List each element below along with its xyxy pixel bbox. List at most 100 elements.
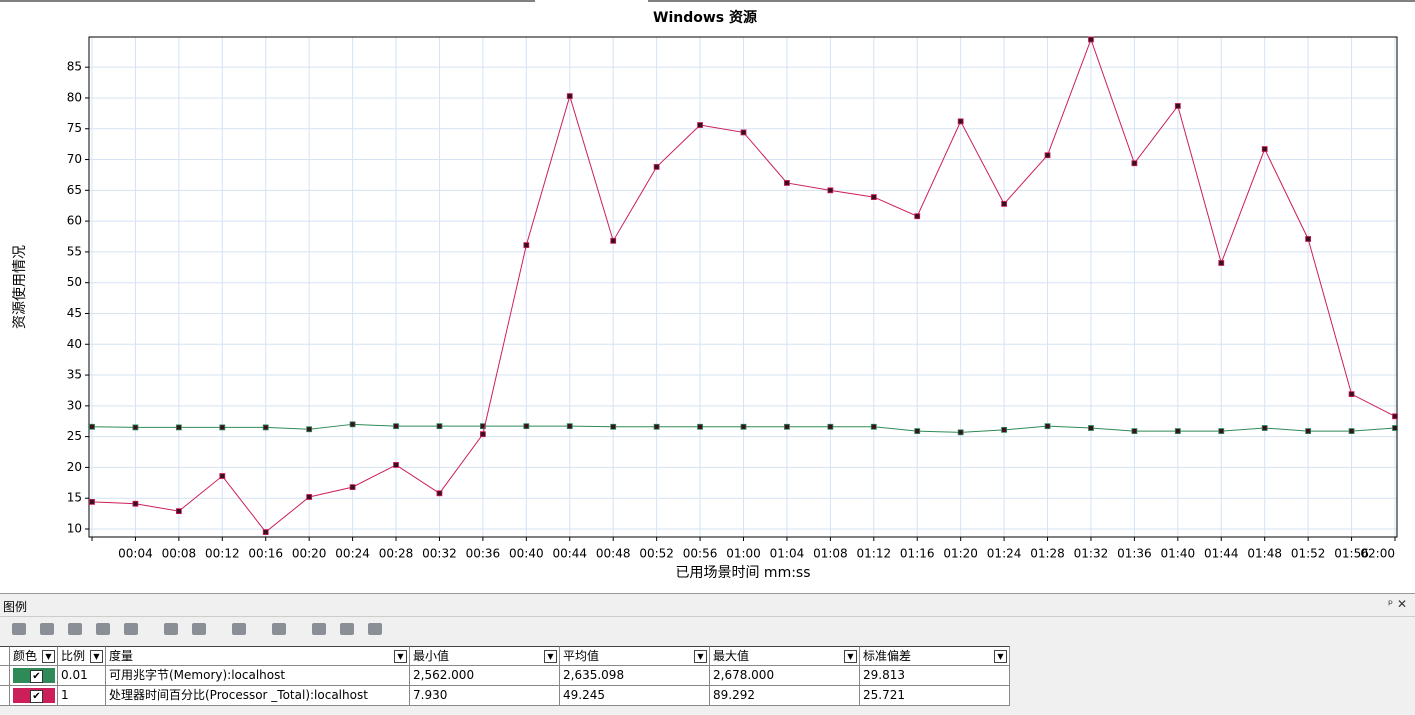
x-tick-label: 00:20 <box>292 547 327 561</box>
header-text: 平均值 <box>563 649 600 663</box>
y-tick-label: 15 <box>67 491 82 505</box>
data-point <box>479 431 486 438</box>
data-point <box>393 423 399 430</box>
tool-icon[interactable] <box>12 623 26 635</box>
data-point <box>132 500 139 507</box>
data-point <box>1131 160 1138 167</box>
x-tick-label: 01:52 <box>1291 547 1326 561</box>
data-point <box>1044 423 1051 430</box>
panel-controls[interactable]: ᵖ ✕ <box>1387 597 1407 611</box>
data-point <box>1218 428 1225 434</box>
x-tick-label: 01:36 <box>1117 547 1152 561</box>
tool-icon[interactable] <box>232 623 246 635</box>
table-cell: 89.292 <box>710 686 860 706</box>
data-point <box>610 237 617 244</box>
column-header[interactable]: 最大值 ▼ <box>710 646 860 666</box>
data-point <box>89 423 95 430</box>
dropdown[interactable]: ▼ <box>42 650 55 663</box>
x-tick-label: 00:44 <box>552 547 587 561</box>
y-tick-label: 60 <box>67 214 82 228</box>
data-point <box>479 423 486 430</box>
data-point <box>393 462 399 468</box>
header-text: 比例 <box>61 649 86 663</box>
data-point <box>566 423 573 430</box>
dropdown[interactable]: ▼ <box>90 650 103 663</box>
data-point <box>697 122 703 128</box>
data-point <box>1001 200 1007 207</box>
checkbox[interactable]: ✔ <box>30 690 43 703</box>
color-swatch: ✔ <box>13 688 55 703</box>
tool-icon[interactable] <box>368 623 382 635</box>
x-tick-label: 01:28 <box>1030 547 1065 561</box>
y-tick-label: 20 <box>67 460 82 474</box>
dropdown[interactable]: ▼ <box>394 650 407 663</box>
toolbar <box>0 616 1415 643</box>
data-point <box>132 424 139 431</box>
column-header[interactable]: 平均值 ▼ <box>560 646 710 666</box>
data-point <box>914 213 921 220</box>
data-point <box>653 423 660 430</box>
x-tick-label: 01:40 <box>1161 547 1196 561</box>
y-tick-label: 70 <box>67 152 82 166</box>
x-tick-label: 01:32 <box>1074 547 1109 561</box>
column-header[interactable]: 标准偏差 ▼ <box>860 646 1010 666</box>
data-point <box>89 499 95 505</box>
data-point <box>957 118 964 125</box>
x-tick-label: 00:56 <box>683 547 718 561</box>
color-swatch: ✔ <box>13 668 55 683</box>
table-cell: 可用兆字节(Memory):localhost <box>106 666 410 686</box>
data-point <box>306 494 313 500</box>
tool-icon[interactable] <box>68 623 82 635</box>
data-point <box>262 424 269 431</box>
column-header[interactable]: 比例 ▼ <box>58 646 106 666</box>
data-point <box>914 428 921 434</box>
tool-icon[interactable] <box>124 623 138 635</box>
y-tick-label: 65 <box>67 183 82 197</box>
y-tick-label: 80 <box>67 90 82 104</box>
column-header[interactable]: 颜色 ▼ <box>10 646 58 666</box>
data-point <box>1392 413 1398 420</box>
data-point <box>740 129 747 136</box>
tool-icon[interactable] <box>272 623 286 635</box>
tool-icon[interactable] <box>312 623 326 635</box>
data-point <box>175 424 182 431</box>
x-tick-label: 01:16 <box>900 547 935 561</box>
tool-icon[interactable] <box>96 623 110 635</box>
data-point <box>436 490 443 497</box>
y-tick-label: 50 <box>67 275 82 289</box>
dropdown[interactable]: ▼ <box>844 650 857 663</box>
x-tick-label: 01:20 <box>943 547 978 561</box>
color-cell: ✔ <box>10 686 58 706</box>
checkbox[interactable]: ✔ <box>30 670 43 683</box>
data-point <box>219 473 226 479</box>
dropdown[interactable]: ▼ <box>694 650 707 663</box>
data-point <box>175 508 182 515</box>
y-tick-label: 85 <box>67 60 82 74</box>
dropdown[interactable]: ▼ <box>544 650 557 663</box>
y-tick-label: 55 <box>67 244 82 258</box>
data-point <box>870 423 877 430</box>
data-point <box>1174 103 1181 109</box>
row-stub <box>0 686 10 706</box>
dropdown[interactable]: ▼ <box>994 650 1007 663</box>
x-tick-label: 00:28 <box>379 547 414 561</box>
data-point <box>349 484 356 491</box>
y-tick-label: 35 <box>67 368 82 382</box>
x-tick-label: 00:08 <box>162 547 197 561</box>
data-point <box>653 164 660 170</box>
data-point <box>1305 428 1312 434</box>
panel-title: 图例 <box>3 600 28 614</box>
column-header[interactable]: 最小值 ▼ <box>410 646 560 666</box>
data-point <box>1174 428 1181 434</box>
column-header[interactable]: 度量 ▼ <box>106 646 410 666</box>
tool-icon[interactable] <box>164 623 178 635</box>
x-tick-label: 01:04 <box>770 547 805 561</box>
tool-icon[interactable] <box>340 623 354 635</box>
tool-icon[interactable] <box>192 623 206 635</box>
data-point <box>1305 236 1312 242</box>
data-point <box>1261 146 1268 152</box>
y-tick-label: 25 <box>67 429 82 443</box>
tool-icon[interactable] <box>40 623 54 635</box>
color-cell: ✔ <box>10 666 58 686</box>
